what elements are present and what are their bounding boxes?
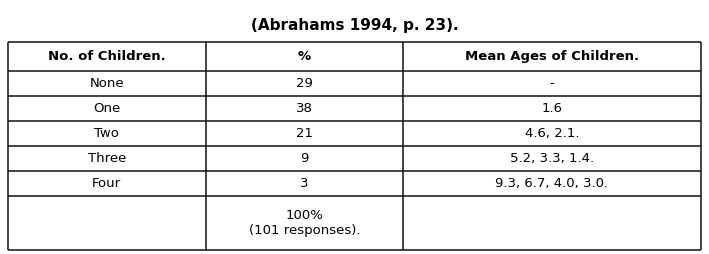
Text: %: % (298, 50, 311, 63)
Text: -: - (549, 77, 554, 90)
Text: Three: Three (88, 152, 126, 165)
Text: None: None (89, 77, 124, 90)
Text: 38: 38 (296, 102, 313, 115)
Text: Two: Two (94, 127, 119, 140)
Text: 9: 9 (300, 152, 308, 165)
Text: (Abrahams 1994, p. 23).: (Abrahams 1994, p. 23). (251, 18, 458, 33)
Text: Mean Ages of Children.: Mean Ages of Children. (465, 50, 639, 63)
Text: No. of Children.: No. of Children. (48, 50, 166, 63)
Text: 1.6: 1.6 (542, 102, 562, 115)
Text: 3: 3 (300, 177, 308, 190)
Text: 9.3, 6.7, 4.0, 3.0.: 9.3, 6.7, 4.0, 3.0. (496, 177, 608, 190)
Text: Four: Four (92, 177, 121, 190)
Text: 100%
(101 responses).: 100% (101 responses). (249, 209, 360, 237)
Text: 21: 21 (296, 127, 313, 140)
Text: 4.6, 2.1.: 4.6, 2.1. (525, 127, 579, 140)
Text: One: One (93, 102, 121, 115)
Text: 29: 29 (296, 77, 313, 90)
Text: 5.2, 3.3, 1.4.: 5.2, 3.3, 1.4. (510, 152, 594, 165)
